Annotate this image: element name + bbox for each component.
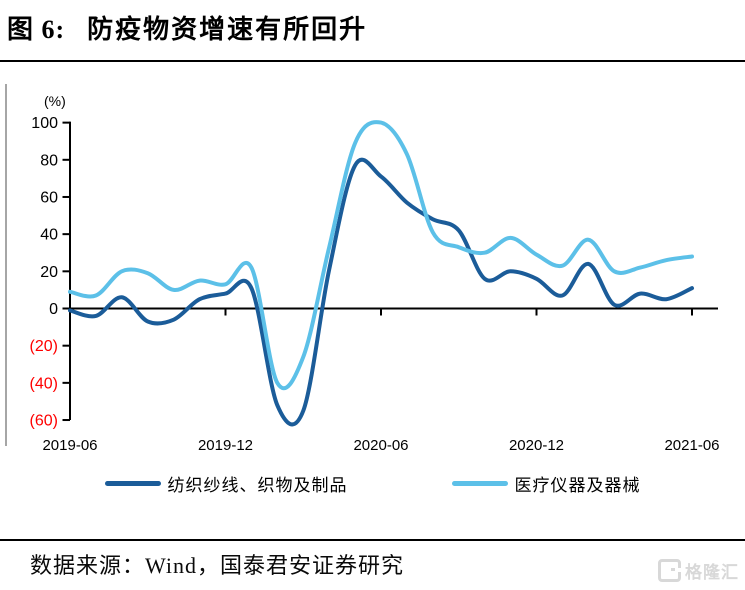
y-tick-label: 100 <box>31 115 58 132</box>
figure-title: 防疫物资增速有所回升 <box>87 15 368 44</box>
legend-label-medical: 医疗仪器及器械 <box>514 476 641 495</box>
figure-number-label: 图 6: <box>7 15 66 44</box>
chart-canvas: 100 80 60 40 20 0 (20) (40) (60) 2019-06 2019-12 20… <box>30 115 720 454</box>
y-tick-label: (60) <box>30 413 58 430</box>
legend-item-textile: 纺织纱线、织物及制品 <box>104 471 348 496</box>
x-tick-label: 2021-06 <box>664 437 719 454</box>
watermark-brand-text: 格隆汇 <box>685 563 739 582</box>
y-axis-unit-label: (%) <box>44 93 66 109</box>
x-tick-label: 2020-12 <box>509 437 564 454</box>
line-chart-svg: 100 80 60 40 20 0 (20) (40) (60) 2019-06 2019-12 20… <box>30 115 720 454</box>
left-accent-bar <box>5 84 7 446</box>
data-source-text: 数据来源：Wind，国泰君安证券研究 <box>30 553 404 578</box>
chart-legend: 纺织纱线、织物及制品 医疗仪器及器械 <box>0 471 745 496</box>
x-tick-label: 2019-06 <box>42 437 97 454</box>
legend-swatch-medical <box>451 481 508 486</box>
series-textile-line <box>68 157 694 427</box>
y-tick-label: (20) <box>30 338 58 355</box>
legend-label-textile: 纺织纱线、织物及制品 <box>167 476 348 495</box>
y-tick-label: 60 <box>40 189 58 206</box>
y-tick-label: (40) <box>30 375 58 392</box>
y-tick-label: 20 <box>40 264 58 281</box>
figure-header: 图 6: 防疫物资增速有所回升 <box>7 9 367 46</box>
y-tick-label: 80 <box>40 152 58 169</box>
title-divider-rule <box>0 60 745 62</box>
x-tick-label: 2020-06 <box>353 437 408 454</box>
footer-divider-rule <box>0 539 745 541</box>
y-tick-label: 40 <box>40 227 58 244</box>
legend-item-medical: 医疗仪器及器械 <box>451 471 641 496</box>
y-tick-label: 0 <box>49 301 58 318</box>
series-medical-line <box>68 120 694 391</box>
legend-swatch-textile <box>104 481 161 486</box>
x-tick-label: 2019-12 <box>198 437 253 454</box>
gelonghui-g-icon <box>658 559 681 582</box>
gelonghui-watermark: 格隆汇 <box>658 558 739 583</box>
